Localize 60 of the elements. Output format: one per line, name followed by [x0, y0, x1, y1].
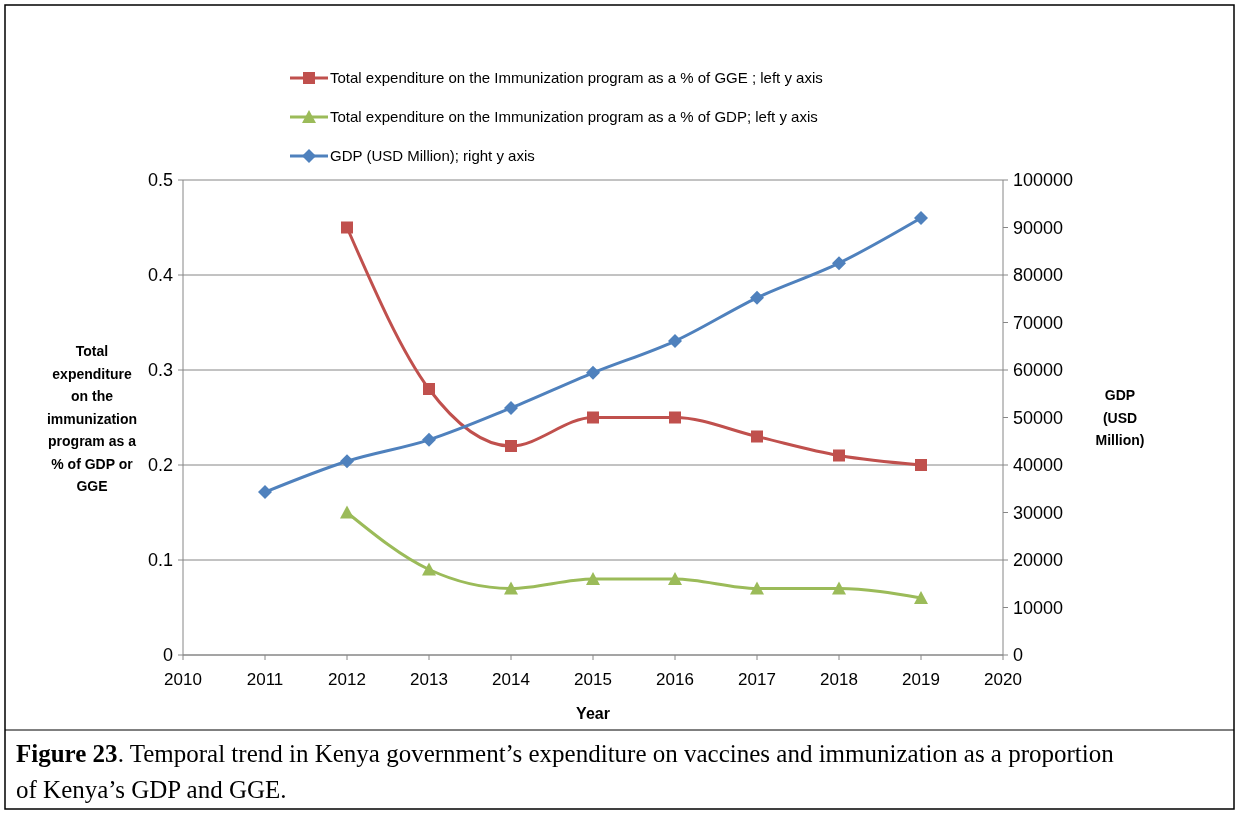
point	[422, 562, 436, 576]
point	[341, 221, 353, 234]
x-tick-label: 2014	[492, 670, 530, 689]
x-tick-label: 2018	[820, 670, 858, 689]
y2-tick-label: 70000	[1013, 312, 1064, 333]
y-tick-label: 0.5	[147, 170, 173, 191]
point	[914, 211, 928, 225]
point	[750, 581, 764, 595]
y-tick-label: 0.4	[147, 265, 173, 286]
y2-tick-label: 0	[1013, 645, 1024, 666]
x-axis-title: Year	[576, 705, 610, 722]
point	[586, 365, 600, 380]
point	[668, 334, 682, 349]
legend-label: Total expenditure on the Immunization program as a % of GDP; left y axis	[330, 108, 818, 126]
y-tick-label: 0.3	[147, 360, 173, 381]
point	[832, 581, 846, 595]
x-tick-label: 2013	[410, 670, 448, 689]
x-tick-label: 2019	[902, 670, 940, 689]
legend-label: Total expenditure on the Immunization program as a % of GGE ; left y axis	[330, 69, 823, 87]
y-tick-label: 0.2	[147, 455, 173, 476]
point	[914, 591, 928, 604]
x-tick-label: 2012	[328, 670, 366, 689]
y-tick-label: 0	[162, 645, 173, 666]
point	[751, 430, 763, 443]
point	[915, 459, 927, 471]
point	[668, 572, 682, 585]
point	[422, 432, 436, 447]
point	[504, 581, 518, 595]
point	[833, 449, 845, 462]
point	[340, 454, 354, 469]
y2-tick-label: 80000	[1013, 265, 1064, 286]
y-tick-label: 0.1	[147, 550, 173, 571]
y2-tick-label: 50000	[1013, 407, 1064, 428]
x-tick-label: 2011	[246, 670, 284, 689]
y2-tick-label: 100000	[1013, 170, 1074, 191]
x-tick-label: 2017	[738, 670, 776, 689]
point	[669, 411, 681, 424]
point	[586, 572, 600, 585]
y2-tick-label: 60000	[1013, 360, 1064, 381]
y2-axis-title: GDP (USD Million)	[1095, 387, 1145, 448]
point	[504, 401, 518, 415]
x-tick-label: 2010	[164, 670, 202, 689]
point	[587, 411, 599, 424]
y2-tick-label: 10000	[1013, 597, 1064, 618]
point	[258, 485, 272, 500]
point	[423, 383, 435, 395]
point	[750, 290, 764, 305]
x-tick-label: 2020	[984, 670, 1022, 689]
y2-tick-label: 40000	[1013, 455, 1064, 476]
x-tick-label: 2016	[656, 670, 694, 689]
legend-label: GDP (USD Million); right y axis	[330, 147, 535, 165]
y2-tick-label: 90000	[1013, 217, 1064, 238]
point	[340, 505, 354, 519]
y2-tick-label: 30000	[1013, 502, 1064, 523]
y-axis-title: Total expenditure on the immunization program as a % of GDP or GGE	[46, 343, 138, 494]
point	[505, 440, 517, 452]
x-tick-label: 2015	[574, 670, 612, 689]
point	[832, 256, 846, 271]
y2-tick-label: 20000	[1013, 550, 1064, 571]
caption: Figure 23. Temporal trend in Kenya government’s expenditure on vaccines and immunization as a proportion of Kenya’s GDP and GGE.	[16, 740, 1115, 803]
